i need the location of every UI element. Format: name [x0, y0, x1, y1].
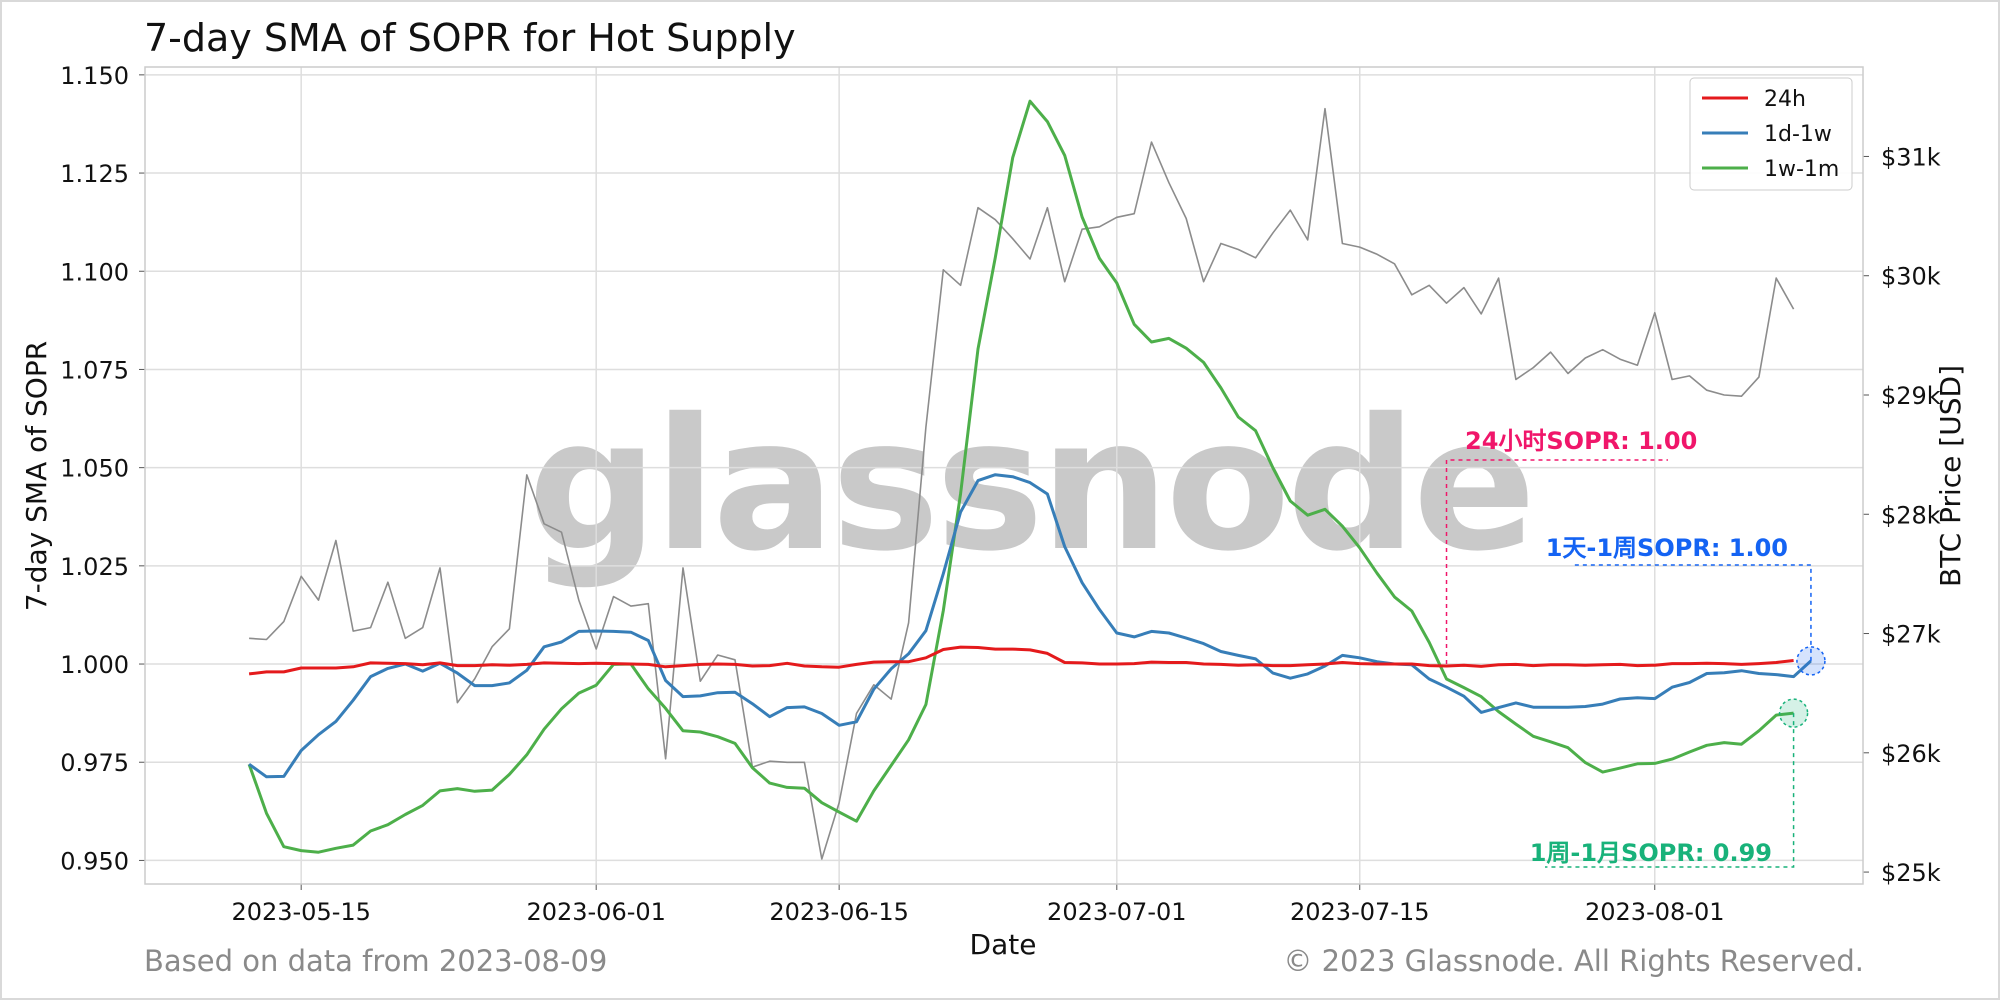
annotation-1w1m-marker — [1778, 698, 1809, 728]
y2-tick-label: $26k — [1881, 740, 1941, 768]
x-tick-label: 2023-05-15 — [231, 898, 370, 926]
chart-title: 7-day SMA of SOPR for Hot Supply — [144, 16, 796, 60]
legend-box — [1689, 77, 1853, 191]
y2-tick-label: $25k — [1881, 859, 1941, 887]
legend-label: 1w-1m — [1764, 157, 1839, 182]
y-tick-label: 1.125 — [60, 160, 129, 188]
y-axis-label: 7-day SMA of SOPR — [20, 341, 53, 611]
annotation-1d1w-label: 1天-1周SOPR: 1.00 — [1546, 534, 1788, 562]
legend-label: 1d-1w — [1764, 122, 1832, 147]
y2-tick-label: $28k — [1881, 501, 1941, 529]
x-tick-label: 2023-08-01 — [1585, 898, 1724, 926]
x-tick-label: 2023-07-01 — [1047, 898, 1186, 926]
annotation-1d1w-leader — [1572, 564, 1812, 661]
x-tick-label: 2023-06-15 — [769, 898, 908, 926]
annotation-1w1m-label: 1周-1月SOPR: 0.99 — [1530, 839, 1772, 867]
y2-axis-label: BTC Price [USD] — [1934, 365, 1967, 587]
y-tick-label: 1.075 — [60, 356, 129, 384]
series-line-btc-price — [249, 107, 1795, 860]
y-tick-label: 1.025 — [60, 553, 129, 581]
y-tick-label: 0.950 — [60, 847, 129, 875]
y2-tick-label: $31k — [1881, 143, 1941, 171]
y2-tick-label: $30k — [1881, 263, 1941, 291]
y-tick-label: 1.100 — [60, 258, 129, 286]
annotation-24h-label: 24小时SOPR: 1.00 — [1465, 427, 1697, 455]
plot-area-border — [144, 66, 1864, 885]
legend-label: 24h — [1764, 87, 1806, 112]
copyright-note: © 2023 Glassnode. All Rights Reserved. — [1283, 944, 1864, 978]
y-tick-label: 1.050 — [60, 455, 129, 483]
x-axis-label: Date — [970, 928, 1037, 961]
y2-tick-label: $29k — [1881, 382, 1941, 410]
data-date-note: Based on data from 2023-08-09 — [144, 944, 608, 978]
y-tick-label: 1.000 — [60, 651, 129, 679]
legend: 24h 1d-1w 1w-1m — [1689, 77, 1853, 191]
x-tick-label: 2023-06-01 — [526, 898, 665, 926]
series-line-24h — [248, 645, 1794, 676]
series-line-1w-1m — [247, 99, 1794, 854]
y-tick-label: 0.975 — [60, 749, 129, 777]
y-tick-label: 1.150 — [60, 62, 129, 90]
y2-tick-label: $27k — [1881, 621, 1941, 649]
annotation-1w1m-leader — [1545, 713, 1795, 868]
watermark-text: glassnode — [528, 379, 1532, 591]
annotation-1d1w-marker — [1796, 646, 1826, 676]
x-tick-label: 2023-07-15 — [1290, 898, 1429, 926]
series-line-1d-1w — [248, 473, 1812, 779]
